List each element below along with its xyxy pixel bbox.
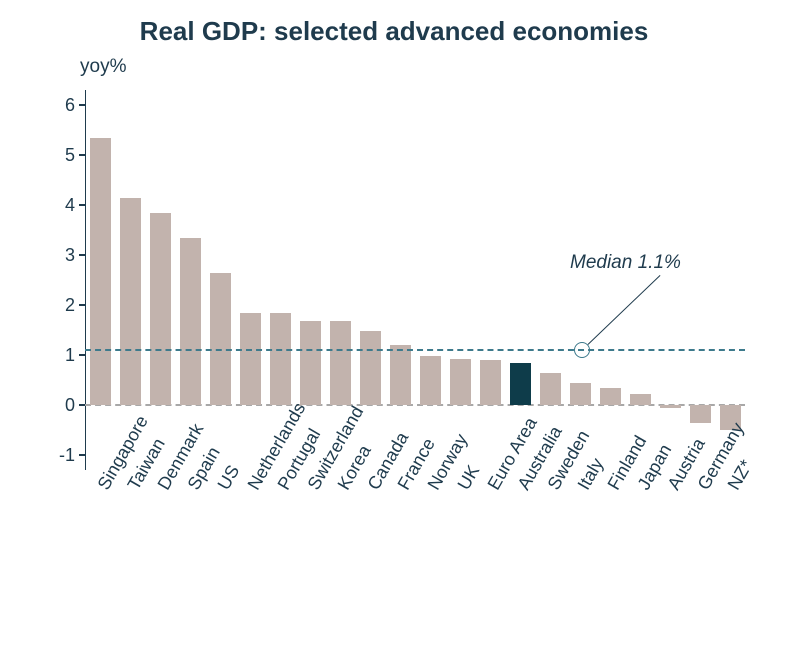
y-tick-label: 0 [35, 395, 75, 416]
bar [300, 321, 321, 405]
y-tick-mark [79, 304, 85, 305]
bar [210, 273, 231, 406]
bar [540, 373, 561, 406]
bar [660, 405, 681, 408]
bar [150, 213, 171, 406]
y-tick-label: 5 [35, 145, 75, 166]
bar [390, 345, 411, 405]
bar [690, 405, 711, 423]
bar [480, 360, 501, 405]
bar [360, 331, 381, 405]
y-axis-line [85, 90, 86, 470]
y-tick-mark [79, 204, 85, 205]
y-axis-title: yoy% [80, 56, 126, 78]
y-tick-label: 1 [35, 345, 75, 366]
y-tick-mark [79, 254, 85, 255]
bar [570, 383, 591, 406]
bar [510, 363, 531, 406]
y-tick-label: 6 [35, 95, 75, 116]
gdp-bar-chart: Real GDP: selected advanced economies yo… [0, 0, 788, 654]
y-tick-label: 4 [35, 195, 75, 216]
median-label: Median 1.1% [570, 252, 681, 274]
bar [180, 238, 201, 406]
bar [330, 321, 351, 405]
bar [450, 359, 471, 405]
y-tick-mark [79, 454, 85, 455]
y-tick-label: 2 [35, 295, 75, 316]
bar [630, 394, 651, 405]
y-tick-mark [79, 354, 85, 355]
bar [420, 356, 441, 405]
y-tick-label: 3 [35, 245, 75, 266]
bar [270, 313, 291, 406]
chart-title: Real GDP: selected advanced economies [0, 16, 788, 47]
bar [120, 198, 141, 406]
bar [240, 313, 261, 406]
plot-area [85, 90, 745, 470]
bar [600, 388, 621, 406]
y-tick-label: -1 [35, 445, 75, 466]
median-line [85, 349, 745, 351]
y-tick-mark [79, 154, 85, 155]
bar [90, 138, 111, 406]
median-leader-line [587, 275, 660, 345]
y-tick-mark [79, 104, 85, 105]
